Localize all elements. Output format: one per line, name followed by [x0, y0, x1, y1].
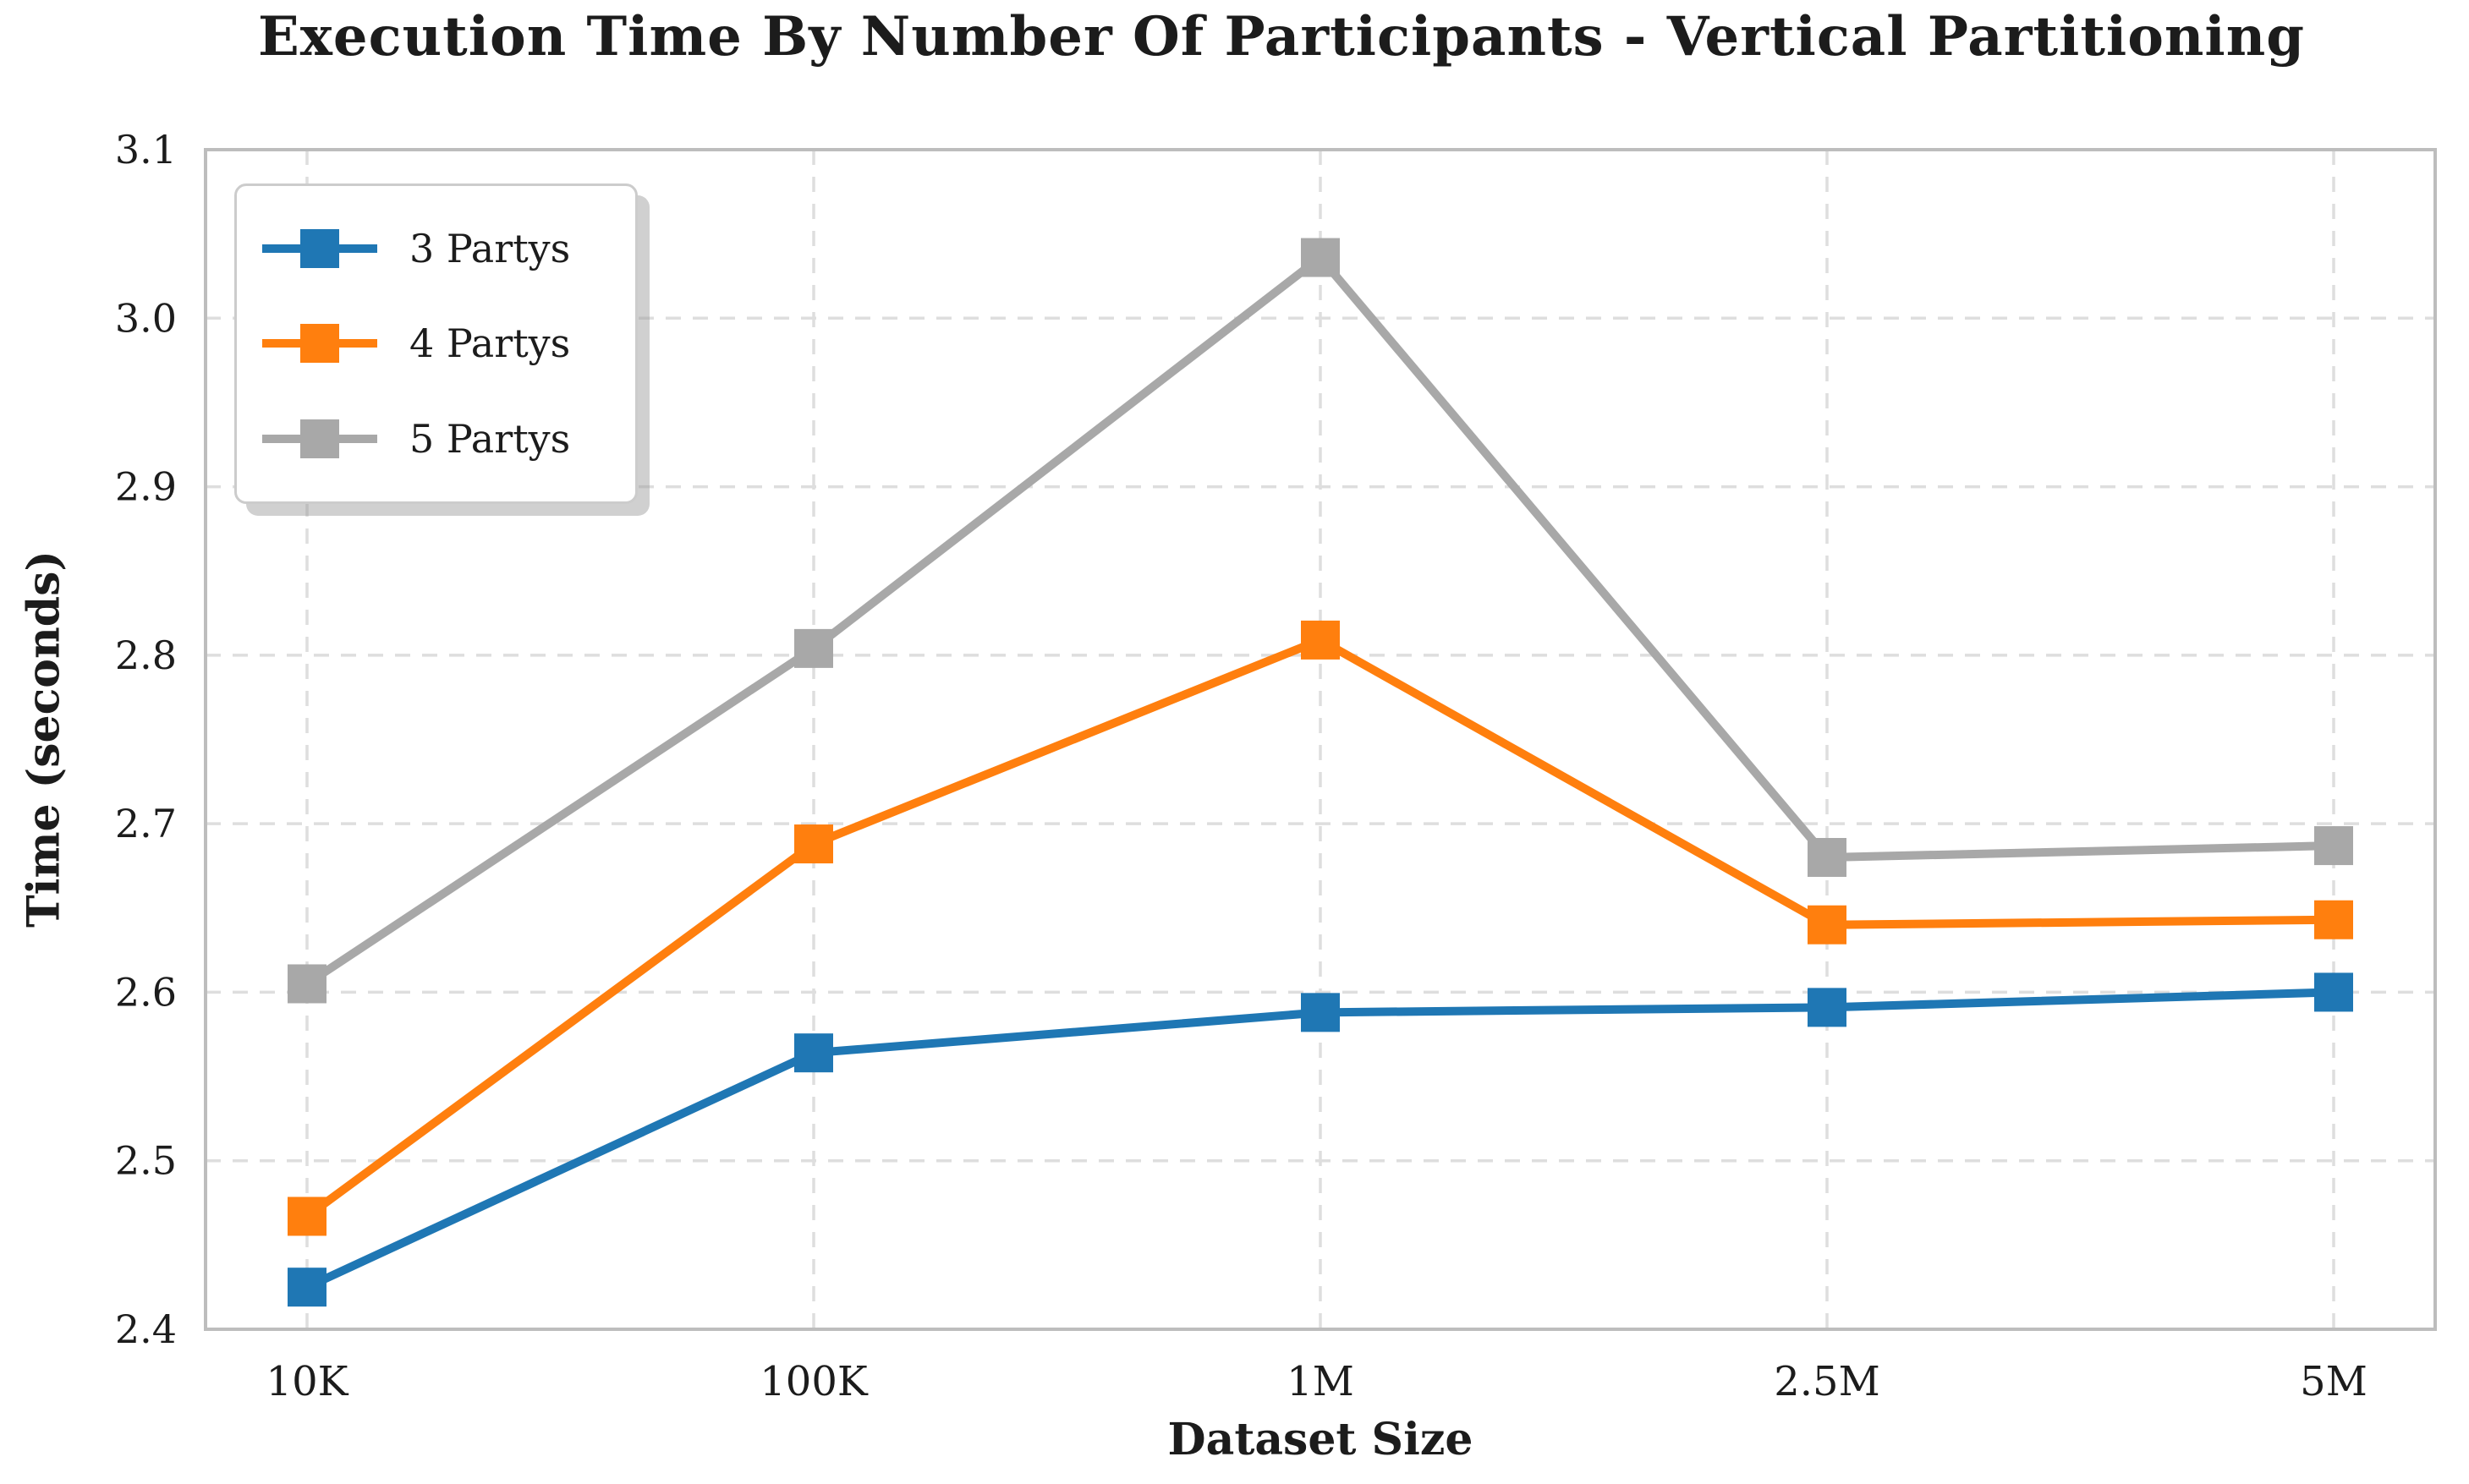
y-tick-label-3.0: 3.0 — [115, 295, 177, 341]
legend-swatch-5-partys — [262, 419, 377, 458]
y-tick-label-2.4: 2.4 — [115, 1306, 177, 1352]
y-tick-label-2.6: 2.6 — [115, 969, 177, 1015]
x-tick-label-1m: 1M — [1287, 1358, 1354, 1405]
marker-5-partys-5m — [2314, 826, 2353, 866]
y-tick-label-2.5: 2.5 — [115, 1138, 177, 1184]
x-tick-label-10k: 10K — [266, 1358, 349, 1405]
marker-4-partys-5m — [2314, 900, 2353, 939]
x-axis-label: Dataset Size — [1167, 1414, 1473, 1465]
legend-item-5-partys: 5 Partys — [262, 416, 610, 462]
y-tick-label-3.1: 3.1 — [115, 127, 177, 172]
legend-label: 4 Partys — [409, 320, 571, 367]
x-tick-label-5m: 5M — [2300, 1358, 2367, 1405]
legend: 3 Partys 4 Partys 5 Partys — [234, 183, 638, 504]
marker-3-partys-100k — [794, 1033, 833, 1073]
plot-frame — [204, 148, 2437, 1331]
marker-5-partys-100k — [794, 628, 833, 668]
marker-4-partys-10k — [288, 1197, 326, 1236]
chart-title: Execution Time By Number Of Participants… — [257, 5, 2306, 68]
marker-5-partys-10k — [288, 964, 326, 1004]
marker-4-partys-2-5m — [1808, 905, 1846, 945]
y-tick-label-2.8: 2.8 — [115, 632, 177, 678]
legend-label: 5 Partys — [409, 415, 571, 462]
y-tick-label-2.9: 2.9 — [115, 464, 177, 510]
legend-item-3-partys: 3 Partys — [262, 226, 610, 271]
legend-square-marker-icon — [300, 419, 339, 458]
marker-3-partys-2-5m — [1808, 988, 1846, 1027]
legend-item-4-partys: 4 Partys — [262, 320, 610, 366]
marker-3-partys-10k — [288, 1268, 326, 1307]
marker-3-partys-5m — [2314, 972, 2353, 1012]
marker-4-partys-100k — [794, 824, 833, 864]
marker-4-partys-1m — [1301, 620, 1340, 660]
legend-square-marker-icon — [300, 324, 339, 364]
x-tick-label-2-5m: 2.5M — [1774, 1358, 1879, 1405]
legend-swatch-4-partys — [262, 324, 377, 364]
marker-3-partys-1m — [1301, 993, 1340, 1032]
marker-5-partys-1m — [1301, 238, 1340, 277]
marker-5-partys-2-5m — [1808, 838, 1846, 877]
legend-square-marker-icon — [300, 229, 339, 269]
x-tick-label-100k: 100K — [760, 1358, 869, 1405]
legend-label: 3 Partys — [409, 226, 571, 272]
legend-swatch-3-partys — [262, 229, 377, 269]
y-tick-label-2.7: 2.7 — [115, 801, 177, 846]
